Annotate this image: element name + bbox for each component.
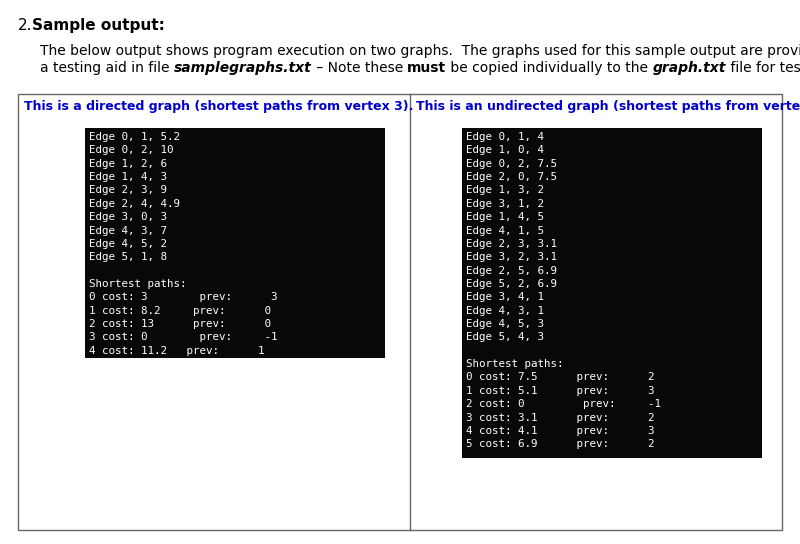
Text: graph.txt: graph.txt (653, 61, 726, 75)
Text: This is a directed graph (shortest paths from vertex 3).: This is a directed graph (shortest paths… (24, 100, 414, 113)
Text: 2.: 2. (18, 18, 33, 33)
Text: Sample output:: Sample output: (32, 18, 165, 33)
Text: file for testing.: file for testing. (726, 61, 800, 75)
Text: This is an undirected graph (shortest paths from vertex 2).: This is an undirected graph (shortest pa… (416, 100, 800, 113)
Bar (85, 128, 385, 358)
Text: The below output shows program execution on two graphs.  The graphs used for thi: The below output shows program execution… (40, 44, 800, 58)
Text: be copied individually to the: be copied individually to the (446, 61, 653, 75)
Bar (18, 94, 782, 530)
Text: Edge 0, 1, 5.2
Edge 0, 2, 10
Edge 1, 2, 6
Edge 1, 4, 3
Edge 2, 3, 9
Edge 2, 4, 4: Edge 0, 1, 5.2 Edge 0, 2, 10 Edge 1, 2, … (89, 132, 278, 369)
Text: must: must (407, 61, 446, 75)
Text: – Note these: – Note these (312, 61, 407, 75)
Text: Edge 0, 1, 4
Edge 1, 0, 4
Edge 0, 2, 7.5
Edge 2, 0, 7.5
Edge 1, 3, 2
Edge 3, 1, : Edge 0, 1, 4 Edge 1, 0, 4 Edge 0, 2, 7.5… (466, 132, 661, 449)
Text: samplegraphs.txt: samplegraphs.txt (174, 61, 312, 75)
Bar (462, 128, 762, 458)
Text: a testing aid in file: a testing aid in file (40, 61, 174, 75)
